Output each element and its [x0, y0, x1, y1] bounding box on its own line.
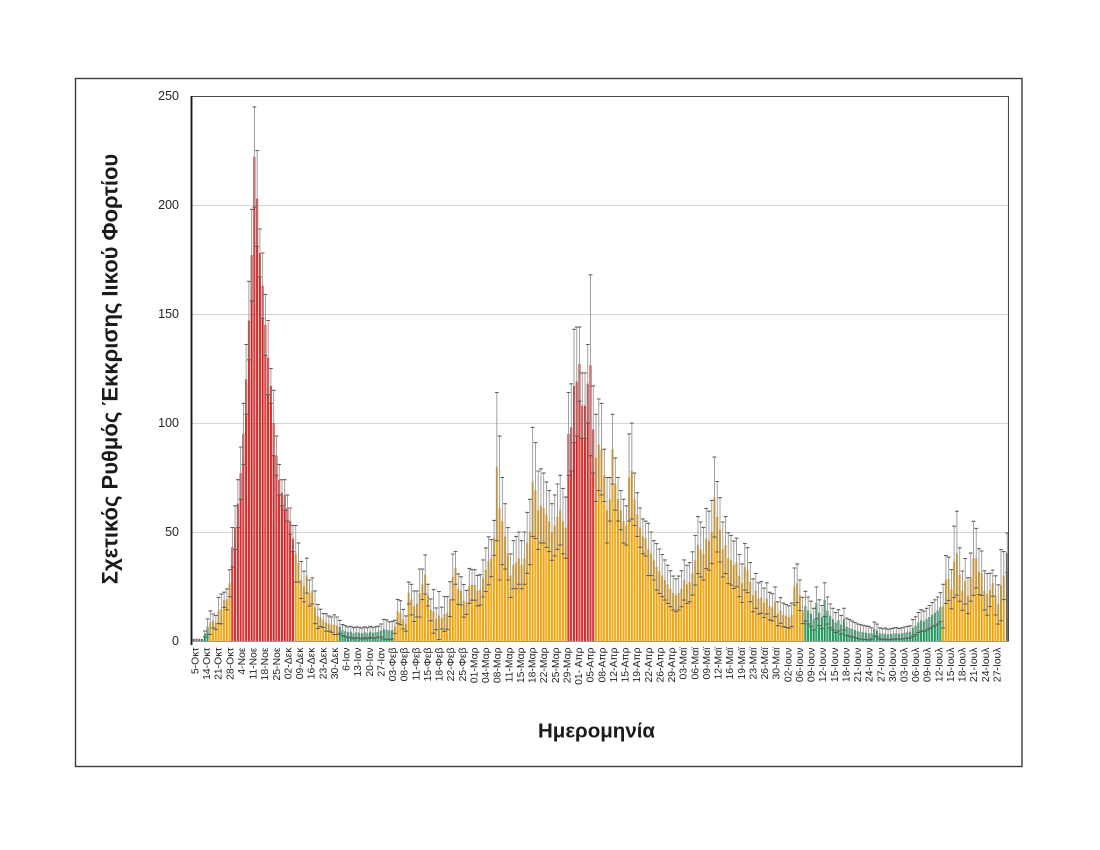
svg-text:29-Απρ: 29-Απρ: [667, 647, 678, 682]
svg-text:09-Δεκ: 09-Δεκ: [295, 647, 306, 680]
svg-text:06-Μαϊ: 06-Μαϊ: [690, 647, 701, 680]
svg-text:19-Μαϊ: 19-Μαϊ: [737, 647, 748, 680]
svg-text:18-Ιουλ: 18-Ιουλ: [958, 647, 969, 682]
svg-text:14-Οκτ: 14-Οκτ: [202, 647, 213, 680]
svg-text:24-Ιουν: 24-Ιουν: [865, 648, 876, 683]
svg-text:15-Απρ: 15-Απρ: [621, 647, 632, 682]
svg-text:23-Μαϊ: 23-Μαϊ: [748, 647, 759, 680]
svg-text:15-Μαρ: 15-Μαρ: [516, 647, 527, 683]
svg-text:0: 0: [172, 634, 179, 648]
svg-text:18-Μαρ: 18-Μαρ: [528, 647, 539, 683]
svg-text:22-Απρ: 22-Απρ: [644, 647, 655, 682]
svg-text:23-Δεκ: 23-Δεκ: [318, 647, 329, 680]
svg-text:21-Ιουν: 21-Ιουν: [853, 648, 864, 683]
svg-text:05-Απρ: 05-Απρ: [586, 647, 597, 682]
svg-text:04-Μαρ: 04-Μαρ: [481, 647, 492, 683]
svg-text:15-Ιουλ: 15-Ιουλ: [946, 647, 957, 682]
svg-text:08-Απρ: 08-Απρ: [597, 647, 608, 682]
svg-text:6-Ιαν: 6-Ιαν: [342, 648, 353, 671]
svg-text:11-Φεβ: 11-Φεβ: [411, 647, 422, 680]
svg-text:06-Ιουλ: 06-Ιουλ: [911, 647, 922, 682]
svg-text:12-Ιουλ: 12-Ιουλ: [934, 647, 945, 682]
svg-text:12-Ιουν: 12-Ιουν: [818, 648, 829, 683]
svg-text:18-Νοε: 18-Νοε: [260, 647, 271, 680]
svg-text:08-Φεβ: 08-Φεβ: [400, 647, 411, 681]
svg-text:02-Ιουν: 02-Ιουν: [783, 648, 794, 683]
svg-text:5-Οκτ: 5-Οκτ: [191, 647, 202, 675]
svg-text:21-Οκτ: 21-Οκτ: [214, 647, 225, 680]
svg-text:29-Μαρ: 29-Μαρ: [562, 647, 573, 683]
svg-text:12-Μαϊ: 12-Μαϊ: [714, 647, 725, 680]
svg-text:15-Ιουν: 15-Ιουν: [830, 648, 841, 683]
svg-text:30-Μαϊ: 30-Μαϊ: [772, 647, 783, 680]
svg-text:02-Δεκ: 02-Δεκ: [284, 647, 295, 680]
svg-text:12-Απρ: 12-Απρ: [609, 647, 620, 682]
svg-text:27-Ιαν: 27-Ιαν: [377, 648, 388, 677]
svg-text:11-Μαρ: 11-Μαρ: [504, 647, 515, 682]
svg-text:150: 150: [158, 307, 179, 321]
svg-text:11-Νοε: 11-Νοε: [249, 647, 260, 680]
svg-text:13-Ιαν: 13-Ιαν: [353, 648, 364, 677]
svg-text:09-Ιουν: 09-Ιουν: [807, 648, 818, 683]
svg-text:09-Ιουλ: 09-Ιουλ: [923, 647, 934, 682]
svg-text:4-Νοε: 4-Νοε: [237, 647, 248, 675]
svg-text:25-Νοε: 25-Νοε: [272, 647, 283, 680]
svg-text:26-Μαϊ: 26-Μαϊ: [760, 647, 771, 680]
svg-text:03-Ιουλ: 03-Ιουλ: [900, 647, 911, 682]
svg-text:16-Μαϊ: 16-Μαϊ: [725, 647, 736, 680]
svg-text:27-Ιουν: 27-Ιουν: [876, 648, 887, 683]
svg-text:24-Ιουλ: 24-Ιουλ: [981, 647, 992, 682]
svg-text:Σχετικός Ρυθμός Έκκρισης Ιικού: Σχετικός Ρυθμός Έκκρισης Ιικού Φορτίου: [98, 154, 123, 584]
svg-text:15-Φεβ: 15-Φεβ: [423, 647, 434, 681]
svg-text:06-Ιουν: 06-Ιουν: [795, 648, 806, 683]
svg-text:Ημερομηνία: Ημερομηνία: [538, 720, 655, 743]
svg-text:30-Δεκ: 30-Δεκ: [330, 647, 341, 680]
svg-text:01- Απρ: 01- Απρ: [574, 647, 585, 684]
svg-text:09-Μαϊ: 09-Μαϊ: [702, 647, 713, 680]
svg-text:16-Δεκ: 16-Δεκ: [307, 647, 318, 680]
svg-text:01-Μαρ: 01-Μαρ: [470, 647, 481, 683]
svg-text:08-Μαρ: 08-Μαρ: [493, 647, 504, 683]
svg-text:03-Μαϊ: 03-Μαϊ: [679, 647, 690, 680]
svg-text:20-Ιαν: 20-Ιαν: [365, 648, 376, 677]
svg-text:22-Μαρ: 22-Μαρ: [539, 647, 550, 683]
svg-text:18-Ιουν: 18-Ιουν: [841, 648, 852, 683]
svg-text:03-Φεβ: 03-Φεβ: [388, 647, 399, 681]
svg-text:25-Μαρ: 25-Μαρ: [551, 647, 562, 683]
svg-text:50: 50: [165, 525, 179, 539]
svg-text:100: 100: [158, 416, 179, 430]
svg-text:26-Απρ: 26-Απρ: [655, 647, 666, 682]
svg-text:27-Ιουλ: 27-Ιουλ: [993, 647, 1004, 682]
svg-text:30-Ιουν: 30-Ιουν: [888, 648, 899, 683]
svg-text:19-Απρ: 19-Απρ: [632, 647, 643, 682]
svg-text:200: 200: [158, 198, 179, 212]
svg-text:250: 250: [158, 89, 179, 103]
svg-text:25-Φεβ: 25-Φεβ: [458, 647, 469, 681]
svg-text:21-Ιουλ: 21-Ιουλ: [969, 647, 980, 682]
svg-text:22-Φεβ: 22-Φεβ: [446, 647, 457, 681]
svg-text:18-Φεβ: 18-Φεβ: [435, 647, 446, 681]
svg-text:28-Οκτ: 28-Οκτ: [225, 647, 236, 680]
